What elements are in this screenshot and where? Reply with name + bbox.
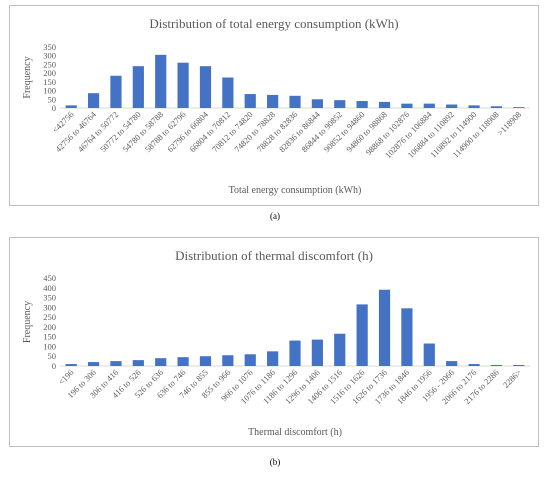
chart-a-ytick-label: 300 bbox=[43, 51, 56, 61]
chart-b-panel: Distribution of thermal discomfort (h) Fr… bbox=[9, 237, 539, 447]
chart-a-xtick-label: >118908 bbox=[495, 109, 523, 137]
chart-a-bar bbox=[267, 94, 279, 108]
chart-a-bar bbox=[378, 101, 391, 108]
chart-b-ytick-label: 300 bbox=[43, 302, 56, 312]
chart-a-bar bbox=[446, 104, 458, 108]
chart-b-bar bbox=[490, 365, 503, 366]
chart-a-bar bbox=[199, 66, 212, 108]
chart-b-bar bbox=[177, 357, 189, 366]
chart-a-ytick-label: 350 bbox=[43, 42, 56, 52]
chart-b-ytick-label: 450 bbox=[43, 273, 56, 283]
chart-b-bar bbox=[244, 354, 256, 366]
chart-b-bar bbox=[468, 364, 480, 366]
chart-b-bar bbox=[155, 358, 167, 366]
chart-a-ytick-label: 150 bbox=[43, 77, 56, 87]
chart-b-ytick-label: 250 bbox=[43, 312, 56, 322]
chart-b-bar bbox=[222, 355, 234, 366]
chart-b-ytick-label: 150 bbox=[43, 332, 56, 342]
chart-b-bar bbox=[65, 364, 77, 366]
chart-a-bar bbox=[244, 94, 256, 108]
chart-b-bar bbox=[423, 343, 435, 366]
chart-b-bar bbox=[334, 333, 346, 366]
chart-a-bar bbox=[334, 100, 346, 108]
chart-a-bar bbox=[513, 107, 525, 108]
chart-b-bar bbox=[311, 339, 323, 366]
chart-a-bar bbox=[222, 77, 234, 108]
caption-a: (a) bbox=[270, 211, 280, 221]
chart-a-ytick-label: 250 bbox=[43, 59, 56, 69]
chart-a-bar bbox=[87, 93, 100, 108]
chart-b-bar bbox=[356, 304, 368, 366]
chart-a-panel: Distribution of total energy consumption… bbox=[9, 5, 539, 206]
chart-b-ytick-label: 50 bbox=[48, 351, 57, 361]
chart-a-ylabel: Frequency bbox=[22, 56, 33, 98]
chart-b-bar bbox=[267, 351, 279, 366]
chart-b-bar bbox=[446, 361, 458, 366]
chart-b-bar bbox=[513, 365, 525, 366]
chart-a-title: Distribution of total energy consumption… bbox=[149, 16, 398, 31]
chart-b-xlabel: Thermal discomfort (h) bbox=[248, 427, 342, 438]
chart-a-bar bbox=[289, 95, 301, 108]
chart-b-bar bbox=[289, 340, 301, 366]
chart-b: Distribution of thermal discomfort (h) Fr… bbox=[22, 248, 530, 438]
chart-a-bar bbox=[177, 62, 189, 108]
chart-a-ytick-label: 200 bbox=[43, 68, 56, 78]
chart-a-bar bbox=[155, 54, 167, 108]
chart-b-ytick-label: 400 bbox=[43, 283, 56, 293]
chart-a-ytick-label: 50 bbox=[48, 94, 57, 104]
chart-a-bar bbox=[401, 103, 413, 108]
chart-b-bar bbox=[110, 361, 122, 366]
chart-a-bar bbox=[490, 106, 503, 108]
chart-b-xtick-label: <196 bbox=[56, 367, 75, 386]
chart-b-ytick-label: 200 bbox=[43, 322, 56, 332]
chart-b-ytick-label: 100 bbox=[43, 341, 56, 351]
chart-a-bar bbox=[110, 75, 122, 108]
chart-a-ytick-label: 100 bbox=[43, 86, 56, 96]
chart-b-ytick-label: 350 bbox=[43, 293, 56, 303]
chart-a-bar bbox=[423, 103, 435, 108]
chart-a-bar bbox=[311, 99, 323, 108]
chart-a-bar bbox=[65, 105, 77, 108]
caption-b: (b) bbox=[269, 457, 281, 467]
chart-b-bar bbox=[87, 362, 100, 366]
chart-a-bar bbox=[356, 101, 368, 108]
chart-b-xtick-label: 2286> bbox=[501, 367, 524, 390]
chart-a-xlabel: Total energy consumption (kWh) bbox=[229, 185, 362, 196]
chart-b-ylabel: Frequency bbox=[22, 301, 33, 343]
chart-b-bar bbox=[199, 356, 212, 366]
chart-a: Distribution of total energy consumption… bbox=[22, 16, 530, 196]
chart-b-bar bbox=[132, 360, 144, 366]
chart-a-ytick-label: 0 bbox=[52, 103, 56, 113]
chart-b-title: Distribution of thermal discomfort (h) bbox=[175, 248, 373, 263]
chart-b-ytick-label: 0 bbox=[52, 361, 56, 371]
chart-b-bar bbox=[378, 289, 391, 366]
chart-a-bar bbox=[132, 66, 144, 108]
chart-a-bar bbox=[468, 105, 480, 108]
chart-b-bar bbox=[401, 308, 413, 366]
